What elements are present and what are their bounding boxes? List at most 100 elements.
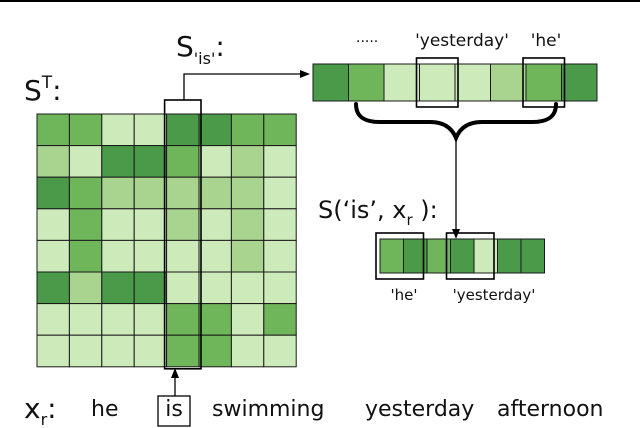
matrix-cell [36, 334, 70, 368]
matrix-cell [133, 176, 168, 210]
matrix-cell [101, 145, 135, 178]
matrix-cell [166, 271, 200, 305]
row-box-yesterday [415, 57, 459, 108]
matrix-cell [36, 176, 70, 210]
row-box-he [522, 57, 566, 108]
matrix-cell [166, 176, 200, 210]
matrix-cell [133, 334, 168, 368]
result-box-he [375, 232, 425, 280]
matrix-cell [101, 303, 135, 336]
word-is-box [157, 395, 191, 427]
matrix-cell [101, 176, 135, 210]
matrix-cell [36, 208, 70, 241]
matrix-cell [263, 113, 297, 147]
row-cell [348, 63, 385, 102]
matrix-cell [36, 271, 70, 305]
matrix-cell [68, 176, 103, 210]
matrix-cell [263, 271, 297, 305]
matrix-cell [263, 208, 297, 241]
word-he: he [91, 397, 118, 422]
matrix-cell [101, 208, 135, 241]
result-word-he: 'he' [391, 286, 418, 304]
arrow-head-down [452, 229, 460, 239]
row-word-yesterday: 'yesterday' [415, 31, 509, 51]
matrix-cell [230, 271, 265, 305]
row-cell [490, 63, 527, 102]
result-cell [379, 238, 404, 274]
arrow-head-right [300, 70, 310, 78]
matrix-cell [68, 113, 103, 147]
row-cell [454, 63, 491, 102]
word-is: is [165, 397, 183, 422]
matrix-cell [68, 239, 103, 273]
matrix-cell [68, 271, 103, 305]
matrix-cell [230, 303, 265, 336]
result-cell [520, 238, 545, 274]
matrix-cell [230, 239, 265, 273]
result-word-yesterday: 'yesterday' [453, 286, 536, 304]
matrix-cell [68, 145, 103, 178]
matrix-cell [101, 271, 135, 305]
matrix-cell [36, 145, 70, 178]
matrix-cell [166, 334, 200, 368]
row-cell [525, 63, 562, 102]
row-vector [312, 63, 598, 102]
matrix-highlight-column [163, 99, 202, 370]
matrix-cell [198, 176, 232, 210]
row-cell [312, 63, 349, 102]
result-vector [379, 238, 545, 274]
matrix-cell [166, 208, 200, 241]
word-afternoon: afternoon [497, 397, 603, 422]
matrix-cell [198, 271, 232, 305]
matrix-cell [133, 239, 168, 273]
matrix-cell [198, 239, 232, 273]
matrix-cell [198, 113, 232, 147]
word-swimming: swimming [212, 397, 324, 422]
matrix-cell [166, 113, 200, 147]
arrow-to-row-vector [183, 73, 300, 100]
result-cell [497, 238, 522, 274]
result-label: S(‘is’, xr ): [318, 196, 438, 229]
matrix-cell [101, 334, 135, 368]
matrix-cell [230, 145, 265, 178]
matrix-cell [230, 208, 265, 241]
matrix-cell [166, 145, 200, 178]
matrix-cell [101, 113, 135, 147]
curly-brace [354, 102, 558, 144]
row-word-he: 'he' [531, 31, 562, 51]
matrix-cell [166, 303, 200, 336]
row-vector-label: S'is': [176, 30, 225, 68]
result-box-yesterday [445, 232, 495, 280]
matrix-cell [198, 303, 232, 336]
matrix-cell [263, 239, 297, 273]
arrow-head-up [171, 368, 179, 378]
matrix-cell [36, 113, 70, 147]
matrix-cell [133, 271, 168, 305]
matrix-cell [133, 208, 168, 241]
matrix-cell [68, 208, 103, 241]
result-cell [450, 238, 475, 274]
matrix-cell [263, 303, 297, 336]
matrix-cell [198, 208, 232, 241]
ellipsis-dots: ····· [356, 34, 378, 50]
matrix-cell [198, 145, 232, 178]
matrix-label: ST: [24, 73, 62, 107]
matrix-cell [263, 334, 297, 368]
matrix-cell [36, 303, 70, 336]
matrix-cell [133, 145, 168, 178]
matrix-cell [133, 303, 168, 336]
matrix-cell [68, 303, 103, 336]
matrix-cell [230, 176, 265, 210]
matrix-cell [101, 239, 135, 273]
sentence-label: xr: [24, 392, 57, 428]
matrix-grid [36, 113, 297, 368]
word-yesterday: yesterday [365, 397, 474, 422]
matrix-cell [166, 239, 200, 273]
row-cell [419, 63, 456, 102]
matrix-cell [230, 113, 265, 147]
matrix-cell [263, 176, 297, 210]
matrix-cell [133, 113, 168, 147]
matrix-cell [230, 334, 265, 368]
matrix-cell [36, 239, 70, 273]
